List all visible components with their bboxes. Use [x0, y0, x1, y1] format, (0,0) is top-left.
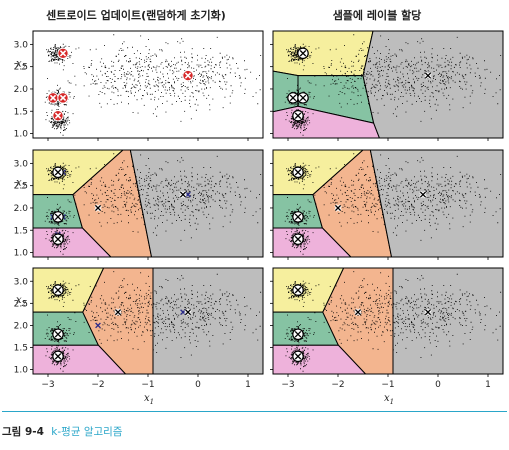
panel-r1-c1: 1.0 1.5 2.0 2.5 3.0 x2 [14, 30, 264, 141]
y-tick-label: 3.0 [14, 40, 29, 50]
centroid-marker [114, 308, 122, 316]
y-tick-label: 2.0 [14, 204, 29, 214]
centroid-marker [424, 71, 432, 80]
centroid-marker [179, 190, 187, 199]
centroid-marker [52, 284, 64, 296]
centroid-marker [184, 308, 192, 316]
x-tick-label: 1 [485, 380, 491, 390]
voronoi-region-4 [152, 268, 263, 374]
y-tick-label: 1.0 [14, 130, 29, 140]
centroid-marker [292, 328, 304, 341]
centroid-marker [52, 166, 64, 179]
voronoi-region-1 [273, 70, 299, 113]
centroid-marker [424, 308, 432, 316]
voronoi-region-0 [273, 31, 374, 77]
y-axis-label: x2 [16, 178, 27, 191]
centroid-marker [292, 233, 304, 245]
voronoi-region-4 [392, 268, 503, 374]
centroid-marker [292, 109, 304, 122]
voronoi-region-4 [369, 150, 503, 257]
panel-r3-c1: −3 −2 −1 0 1 1.0 1.5 2.0 2.5 3.0 x2 x1 [14, 267, 264, 406]
y-axis-label: x2 [16, 59, 27, 72]
x-tick-label: −1 [381, 380, 394, 390]
centroid-marker [57, 92, 69, 104]
x-tick-label: −2 [91, 380, 104, 390]
y-tick-label: 1.5 [14, 226, 28, 236]
y-tick-label: 3.0 [14, 277, 29, 287]
y-tick-label: 1.0 [14, 249, 29, 259]
centroid-marker [292, 284, 304, 296]
centroid-marker [297, 92, 309, 104]
kmeans-figure: 센트로이드 업데이트(랜덤하게 초기화) 샘플에 레이블 할당 1.0 1.5 2.… [14, 8, 504, 406]
centroid-marker [292, 350, 304, 363]
y-tick-label: 3.0 [14, 159, 29, 169]
y-tick-label: 1.5 [14, 107, 28, 117]
y-tick-label: 1.0 [14, 366, 29, 376]
column-title-right: 샘플에 레이블 할당 [333, 8, 422, 22]
x-axis-label: x1 [144, 393, 154, 406]
centroid-marker [287, 92, 299, 104]
figure-caption: 그림 9-4 k-평균 알고리즘 [2, 424, 122, 439]
x-tick-label: −3 [281, 380, 294, 390]
x-axis-label: x1 [384, 393, 394, 406]
y-tick-label: 2.0 [14, 85, 29, 95]
x-tick-label: −2 [331, 380, 344, 390]
centroid-marker [334, 204, 342, 212]
panel-r1-c2 [270, 30, 504, 141]
voronoi-region-4 [362, 31, 503, 138]
caption-divider [2, 411, 507, 412]
y-tick-label: 2.5 [14, 182, 28, 192]
column-title-left: 센트로이드 업데이트(랜덤하게 초기화) [46, 8, 226, 22]
caption-number: 그림 9-4 [2, 426, 44, 438]
caption-text: k-평균 알고리즘 [51, 426, 123, 438]
centroid-marker [292, 211, 304, 223]
centroid-marker [52, 110, 64, 122]
centroid-marker [57, 47, 69, 59]
centroid-marker [354, 308, 362, 316]
centroid-marker [52, 328, 64, 341]
centroid-marker [292, 166, 304, 179]
old-centroid-marker [95, 322, 101, 329]
centroid-marker [47, 92, 59, 104]
centroid-marker [52, 211, 64, 223]
panel-r3-c2: −3 −2 −1 0 1 x1 [270, 267, 504, 406]
y-axis-label: x2 [16, 295, 27, 308]
y-tick-label: 2.5 [14, 63, 28, 73]
centroid-marker [94, 204, 102, 212]
x-tick-label: −3 [41, 380, 54, 390]
x-tick-label: −1 [141, 380, 154, 390]
x-tick-label: 1 [245, 380, 251, 390]
y-tick-label: 1.5 [14, 344, 28, 354]
centroid-marker [182, 69, 194, 82]
x-tick-label: 0 [195, 380, 201, 390]
centroid-marker [297, 47, 309, 60]
panel-r2-c2 [270, 149, 504, 260]
centroid-marker [52, 350, 64, 363]
y-tick-label: 2.0 [14, 321, 29, 331]
centroid-marker [419, 190, 427, 199]
centroid-marker [52, 233, 64, 245]
y-tick-label: 2.5 [14, 299, 28, 309]
panel-r2-c1: 1.0 1.5 2.0 2.5 3.0 x2 [14, 149, 264, 260]
voronoi-region-4 [129, 150, 263, 257]
x-tick-label: 0 [435, 380, 441, 390]
